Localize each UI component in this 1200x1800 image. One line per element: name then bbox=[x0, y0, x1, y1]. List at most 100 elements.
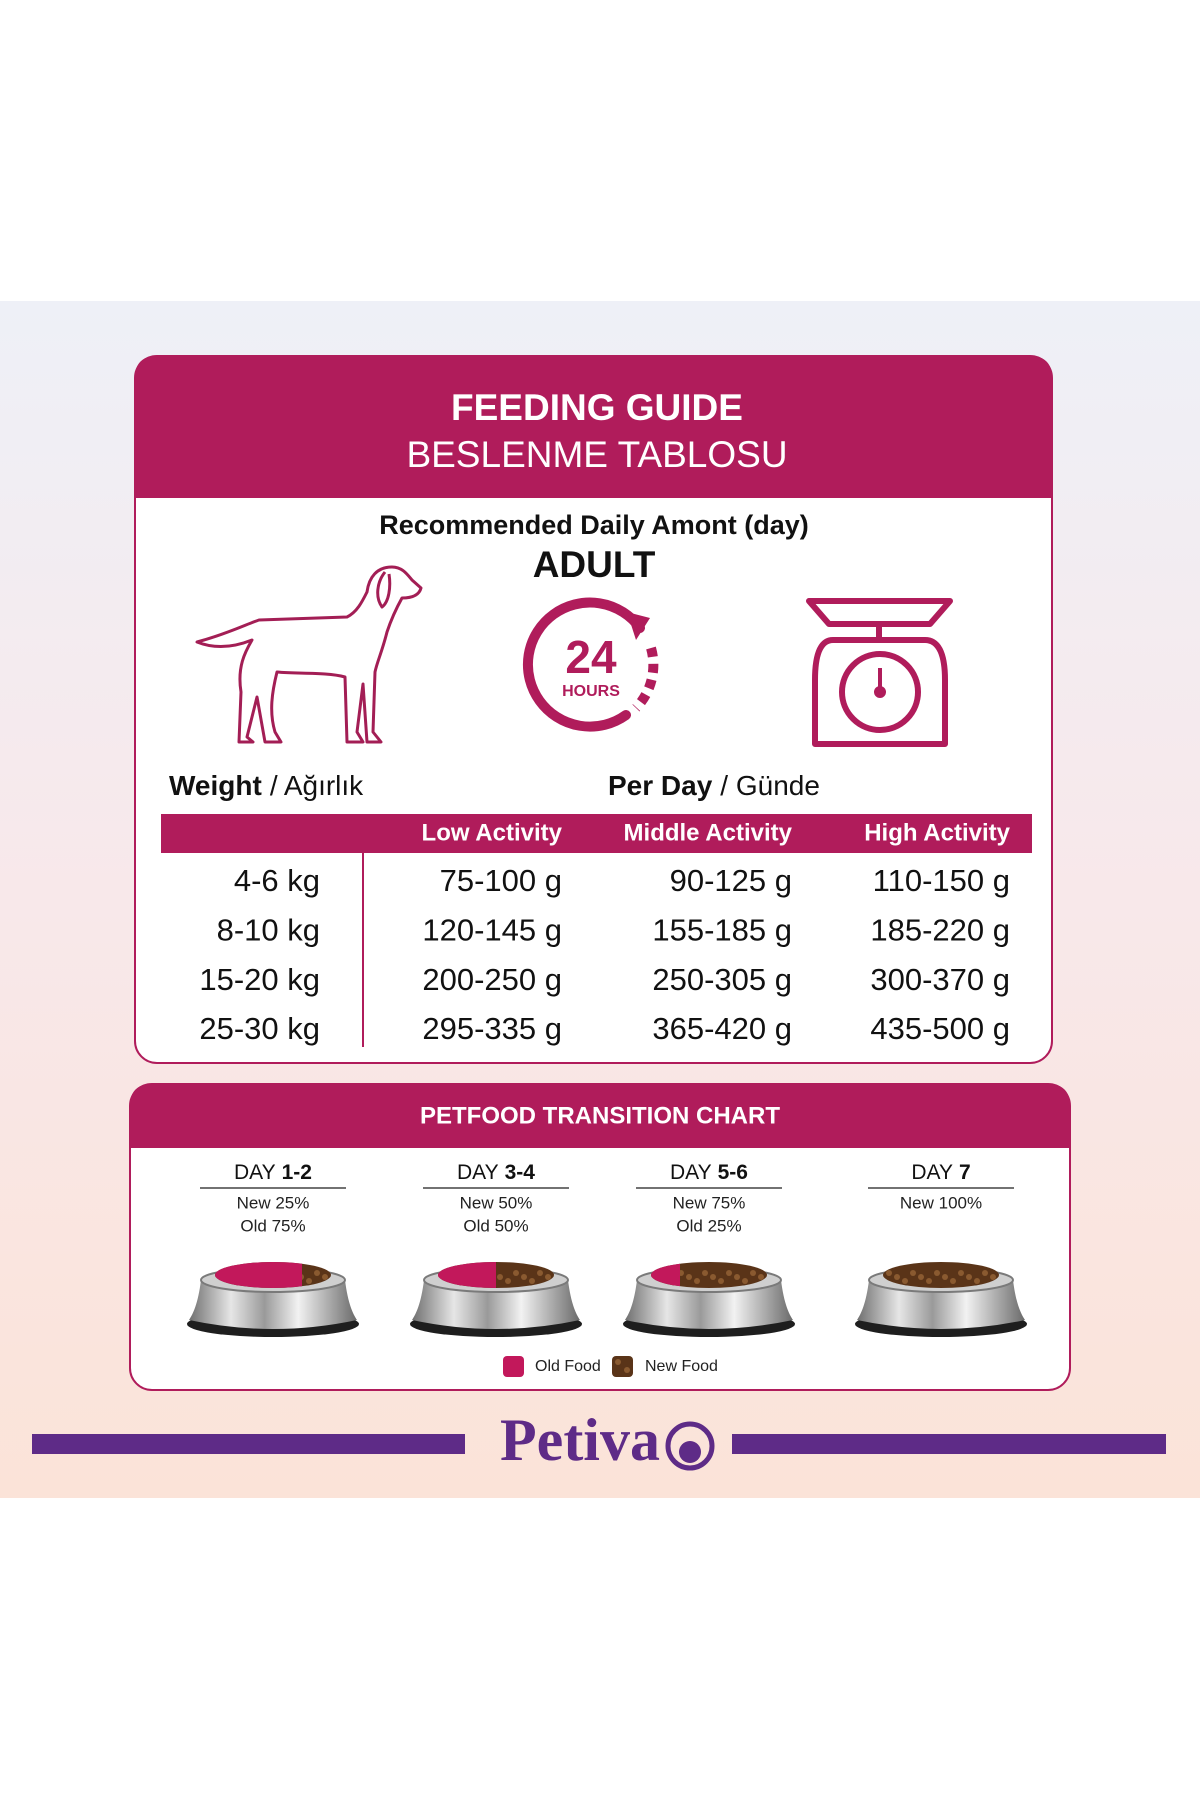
weight-cell: 25-30 kg bbox=[199, 1011, 320, 1046]
kibble bbox=[918, 1274, 924, 1280]
kibble bbox=[990, 1274, 996, 1280]
brand-bar-right bbox=[732, 1434, 1166, 1454]
weight-cell: 15-20 kg bbox=[199, 962, 320, 997]
legend-old-swatch bbox=[503, 1356, 524, 1377]
per-day-rest: / Günde bbox=[720, 770, 820, 801]
kibble bbox=[529, 1278, 535, 1284]
amount-cell: 435-500 g bbox=[870, 1011, 1010, 1046]
kibble bbox=[702, 1270, 708, 1276]
legend-new: New Food bbox=[645, 1358, 718, 1375]
amount-cell: 200-250 g bbox=[422, 962, 562, 997]
kibble bbox=[758, 1274, 764, 1280]
kibble bbox=[686, 1274, 692, 1280]
per-day-bold: Per Day bbox=[608, 770, 713, 801]
legend-new-swatch bbox=[612, 1356, 633, 1377]
food-new bbox=[883, 1262, 999, 1288]
column-header: High Activity bbox=[864, 819, 1010, 846]
day-mix: New 25% bbox=[237, 1193, 310, 1212]
table: Low Activity Middle Activity High Activity… bbox=[199, 819, 1010, 1046]
day-range: 5-6 bbox=[718, 1161, 748, 1184]
kibble bbox=[982, 1270, 988, 1276]
clock-number: 24 bbox=[565, 631, 617, 683]
kibble bbox=[322, 1274, 328, 1280]
kibble bbox=[718, 1278, 724, 1284]
kibble bbox=[942, 1274, 948, 1280]
day-mix: New 75% bbox=[673, 1193, 746, 1212]
day-range: 3-4 bbox=[505, 1161, 536, 1184]
kibble bbox=[910, 1270, 916, 1276]
column-header: Middle Activity bbox=[624, 819, 793, 846]
food-bowl bbox=[855, 1262, 1027, 1337]
kibble bbox=[710, 1274, 716, 1280]
day-prefix: DAY bbox=[457, 1161, 499, 1184]
transition-title: PETFOOD TRANSITION CHART bbox=[420, 1102, 780, 1129]
kibble bbox=[694, 1278, 700, 1284]
kibble bbox=[958, 1270, 964, 1276]
transition-header bbox=[130, 1084, 1070, 1148]
food-bowl bbox=[623, 1262, 795, 1337]
day-prefix: DAY bbox=[670, 1161, 712, 1184]
table-header bbox=[161, 814, 1032, 853]
day-mix: Old 50% bbox=[463, 1216, 528, 1235]
kibble bbox=[314, 1270, 320, 1276]
day-prefix: DAY bbox=[234, 1161, 276, 1184]
amount-cell: 90-125 g bbox=[670, 863, 792, 898]
amount-cell: 295-335 g bbox=[422, 1011, 562, 1046]
bowl-body bbox=[625, 1280, 793, 1329]
kibble bbox=[545, 1274, 551, 1280]
brand-bar-left bbox=[32, 1434, 465, 1454]
amount-cell: 250-305 g bbox=[652, 962, 792, 997]
kibble bbox=[537, 1270, 543, 1276]
subtitle: BESLENME TABLOSU bbox=[406, 434, 787, 475]
bowl-body bbox=[857, 1280, 1025, 1329]
amount-cell: 300-370 g bbox=[870, 962, 1010, 997]
day-label: DAY 3-4 bbox=[457, 1161, 535, 1184]
kibble bbox=[902, 1278, 908, 1284]
kibble bbox=[624, 1367, 630, 1373]
day-mix: Old 25% bbox=[676, 1216, 741, 1235]
kibble bbox=[734, 1274, 740, 1280]
kibble bbox=[615, 1359, 621, 1365]
legend-old: Old Food bbox=[535, 1358, 601, 1375]
amount-cell: 185-220 g bbox=[870, 912, 1010, 947]
kibble bbox=[306, 1278, 312, 1284]
weight-bold: Weight bbox=[169, 770, 262, 801]
weight-rest: / Ağırlık bbox=[270, 770, 364, 801]
weight-cell: 8-10 kg bbox=[217, 912, 320, 947]
day-label: DAY 7 bbox=[911, 1161, 970, 1184]
day-range: 1-2 bbox=[282, 1161, 312, 1184]
kibble bbox=[505, 1278, 511, 1284]
kibble bbox=[497, 1274, 503, 1280]
kibble bbox=[521, 1274, 527, 1280]
scale-icon bbox=[806, 598, 953, 747]
food-bowl bbox=[410, 1262, 582, 1337]
kibble bbox=[750, 1270, 756, 1276]
kibble bbox=[742, 1278, 748, 1284]
per-day-label: Per Day / Günde bbox=[608, 770, 820, 801]
brand-mark bbox=[665, 1421, 715, 1471]
day-label: DAY 1-2 bbox=[234, 1161, 312, 1184]
kibble bbox=[726, 1270, 732, 1276]
bowl-body bbox=[412, 1280, 580, 1329]
stage: ADULT bbox=[533, 544, 656, 585]
weight-cell: 4-6 kg bbox=[234, 863, 320, 898]
feeding-header bbox=[135, 356, 1052, 498]
bowl-body bbox=[189, 1280, 357, 1329]
amount-cell: 155-185 g bbox=[652, 912, 792, 947]
heading: Recommended Daily Amont (day) bbox=[379, 510, 809, 540]
day-mix: New 50% bbox=[460, 1193, 533, 1212]
amount-cell: 365-420 g bbox=[652, 1011, 792, 1046]
clock-icon: 24 HOURS bbox=[522, 597, 659, 732]
weight-label: Weight / Ağırlık bbox=[169, 770, 364, 801]
kibble bbox=[950, 1278, 956, 1284]
day-prefix: DAY bbox=[911, 1161, 953, 1184]
kibble bbox=[886, 1270, 892, 1276]
kibble bbox=[934, 1270, 940, 1276]
day-mix: Old 75% bbox=[240, 1216, 305, 1235]
kibble bbox=[926, 1278, 932, 1284]
kibble bbox=[974, 1278, 980, 1284]
brand-logo: Petiva bbox=[500, 1407, 660, 1473]
amount-cell: 75-100 g bbox=[440, 863, 562, 898]
